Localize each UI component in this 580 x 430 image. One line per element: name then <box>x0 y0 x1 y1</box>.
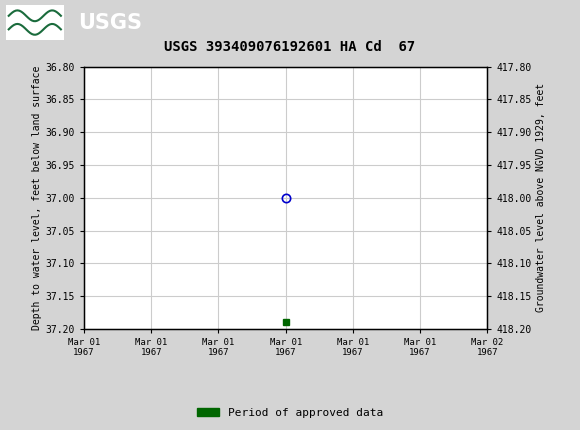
Legend: Period of approved data: Period of approved data <box>193 403 387 422</box>
Text: USGS: USGS <box>78 12 142 33</box>
Text: USGS 393409076192601 HA Cd  67: USGS 393409076192601 HA Cd 67 <box>164 40 416 54</box>
Y-axis label: Groundwater level above NGVD 1929, feet: Groundwater level above NGVD 1929, feet <box>536 83 546 312</box>
Y-axis label: Depth to water level, feet below land surface: Depth to water level, feet below land su… <box>31 66 42 330</box>
Bar <box>6 6 64 40</box>
